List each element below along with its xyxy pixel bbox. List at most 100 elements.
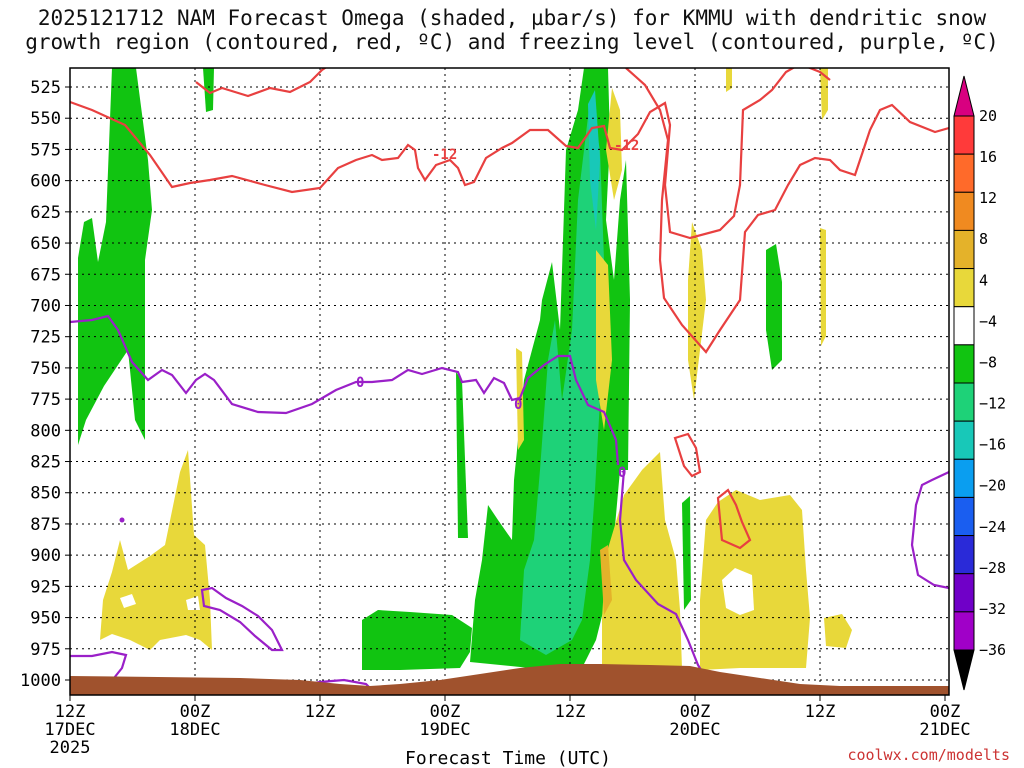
colorbar-bin [953, 229, 975, 270]
colorbar-bin [953, 268, 975, 308]
colorbar-bin [953, 496, 975, 537]
omega-neg12-region [588, 90, 600, 230]
x-tick-time: 12Z [55, 702, 86, 722]
x-tick-date: 19DEC [419, 720, 470, 740]
y-tick-label: 700 [30, 296, 61, 316]
freezing-label-3: 0 [618, 465, 626, 481]
y-tick-label: 675 [30, 265, 61, 285]
x-tick-year: 2025 [50, 738, 91, 758]
freezing-contour-sfc-left [70, 650, 128, 679]
chart-title: 2025121712 NAM Forecast Omega (shaded, µ… [0, 6, 1024, 54]
colorbar-label: −8 [979, 353, 997, 371]
omega-pos4-region-up3 [688, 222, 706, 400]
colorbar-label: 4 [979, 271, 988, 289]
omega-neg4-region-left [78, 68, 152, 445]
y-tick-label: 650 [30, 234, 61, 254]
colorbar-label: −36 [979, 641, 1006, 659]
contours [70, 68, 949, 691]
omega-pos4-region-up6 [820, 68, 828, 120]
colorbar-label: −32 [979, 600, 1006, 618]
y-tick-label: 750 [30, 359, 61, 379]
colorbar: 20 16 12 8 4 −4 −8 −12 −16 −20 −24 −28 −32 −36 [953, 75, 1006, 691]
x-tick-time: 00Z [430, 702, 461, 722]
colorbar-bin [953, 191, 975, 231]
x-tick-time: 00Z [680, 702, 711, 722]
colorbar-bottom-arrow [953, 649, 975, 691]
dgz-contour-top [195, 68, 327, 98]
colorbar-label: −16 [979, 436, 1006, 454]
colorbar-label: −24 [979, 518, 1006, 536]
omega-pos4-region-up7 [820, 228, 826, 346]
plot-frame [69, 67, 950, 696]
credit-text: coolwx.com/modelts [847, 746, 1010, 764]
x-tick-date: 20DEC [669, 720, 720, 740]
freezing-contour-lower [618, 469, 705, 676]
colorbar-label: 16 [979, 148, 997, 166]
dgz-contour-blob-2 [716, 488, 752, 550]
omega-neg4-region-thin [456, 372, 468, 538]
dgz-contour-upper [70, 68, 796, 240]
colorbar-bin [953, 458, 975, 498]
colorbar-bin [953, 611, 975, 651]
colorbar-label: −12 [979, 395, 1006, 413]
dgz-contour-right-top [807, 68, 831, 81]
colorbar-label: −20 [979, 477, 1006, 495]
freezing-label-2: 0 [514, 397, 522, 413]
omega-pos4-region-up1 [606, 88, 622, 200]
dgz-label-2: -12 [614, 138, 639, 154]
x-tick-time: 12Z [805, 702, 836, 722]
omega-pos4-region-up5 [726, 68, 732, 92]
y-tick-label: 725 [30, 328, 61, 348]
freezing-contour-dot [119, 517, 125, 523]
colorbar-bin [953, 344, 975, 384]
omega-pos4-region-up2 [596, 250, 612, 430]
omega-pos8-region [600, 545, 612, 615]
y-tick-label: 775 [30, 390, 61, 410]
x-tick-date: 18DEC [169, 720, 220, 740]
omega-neg4-region-narrow [682, 496, 691, 610]
freezing-label-1: 0 [356, 375, 364, 391]
colorbar-label: 8 [979, 230, 988, 248]
y-tick-label: 800 [30, 421, 61, 441]
y-tick-label: 600 [30, 172, 61, 192]
terrain [70, 664, 949, 695]
y-tick-label: 925 [30, 577, 61, 597]
y-axis: 525 550 575 600 625 650 675 700 725 750 775 800 825 8… [20, 78, 70, 691]
x-tick-date: 17DEC [44, 720, 95, 740]
omega-pos4-region-small [824, 614, 852, 648]
x-axis-title: Forecast Time (UTC) [405, 748, 611, 768]
x-tick-time: 12Z [555, 702, 586, 722]
colorbar-label: 12 [979, 189, 997, 207]
omega-calm-hole-1 [722, 568, 754, 615]
freezing-contour-main [70, 314, 620, 466]
dgz-contour-lower [625, 68, 949, 354]
colorbar-bin [953, 420, 975, 460]
colorbar-bin [953, 306, 975, 346]
y-tick-label: 525 [30, 78, 61, 98]
omega-calm-hole-3 [186, 596, 200, 610]
omega-neg4-region-mid [362, 610, 472, 670]
colorbar-bin [953, 535, 975, 575]
y-tick-label: 850 [30, 484, 61, 504]
colorbar-label: −28 [979, 559, 1006, 577]
freezing-contour-loop [200, 586, 284, 652]
title-line-2: growth region (contoured, red, ºC) and f… [25, 30, 999, 54]
colorbar-top-arrow [953, 75, 975, 117]
colorbar-bin [953, 153, 975, 193]
colorbar-label: −4 [979, 312, 997, 330]
x-tick-time: 12Z [305, 702, 336, 722]
x-tick-time: 00Z [180, 702, 211, 722]
y-tick-label: 975 [30, 640, 61, 660]
omega-pos4-region-right [700, 490, 810, 670]
freezing-contour-right [910, 471, 949, 590]
colorbar-label: 20 [979, 107, 997, 125]
omega-calm-hole-2 [120, 594, 136, 608]
y-tick-label: 900 [30, 546, 61, 566]
x-tick-time: 00Z [930, 702, 961, 722]
y-tick-label: 550 [30, 109, 61, 129]
omega-neg8-region [520, 100, 604, 655]
y-tick-label: 825 [30, 453, 61, 473]
omega-neg4-region-right [766, 244, 782, 370]
